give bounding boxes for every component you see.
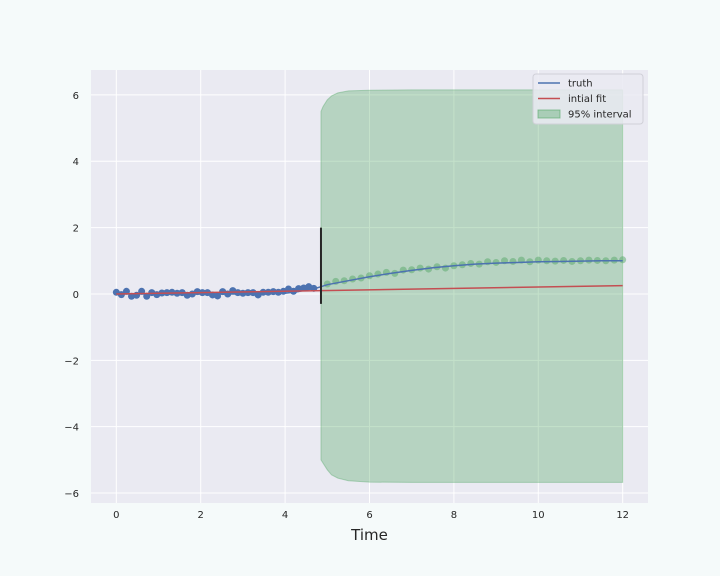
legend-label: 95% interval bbox=[568, 110, 632, 121]
series-lines bbox=[116, 260, 623, 295]
y-tick-label: −2 bbox=[64, 356, 79, 367]
confidence-interval bbox=[320, 89, 624, 483]
x-axis-label: Time bbox=[350, 526, 388, 544]
x-tick-label: 10 bbox=[532, 510, 545, 521]
forecast-point bbox=[543, 257, 551, 265]
y-tick-label: 6 bbox=[73, 91, 79, 102]
x-tick-label: 8 bbox=[451, 510, 457, 521]
x-tick-label: 12 bbox=[616, 510, 629, 521]
y-tick-label: 2 bbox=[73, 224, 79, 235]
y-axis-ticks: −6 −4 −2 0 2 4 6 bbox=[64, 91, 79, 500]
forecast-point bbox=[560, 256, 568, 264]
x-tick-label: 2 bbox=[198, 510, 204, 521]
legend: truth intial fit 95% interval bbox=[532, 73, 644, 125]
truth-line bbox=[116, 260, 623, 295]
x-tick-label: 6 bbox=[366, 510, 372, 521]
y-tick-label: −6 bbox=[64, 489, 79, 500]
forecast-point bbox=[467, 259, 475, 267]
x-axis-ticks: 0 2 4 6 8 10 12 bbox=[113, 510, 629, 521]
legend-swatch-patch bbox=[537, 109, 561, 119]
x-tick-label: 0 bbox=[113, 510, 119, 521]
y-tick-label: 4 bbox=[73, 157, 79, 168]
forecast-point bbox=[416, 264, 424, 272]
grid-lines bbox=[91, 70, 648, 503]
interval-band bbox=[320, 89, 624, 483]
x-tick-label: 4 bbox=[282, 510, 288, 521]
legend-label: intial fit bbox=[568, 94, 606, 105]
forecast-point bbox=[509, 257, 517, 265]
legend-label: truth bbox=[568, 79, 593, 90]
forecast-point bbox=[585, 256, 593, 264]
y-tick-label: −4 bbox=[64, 423, 79, 434]
forecast-point bbox=[619, 256, 627, 264]
fit-line bbox=[116, 284, 623, 295]
y-tick-label: 0 bbox=[73, 290, 79, 301]
